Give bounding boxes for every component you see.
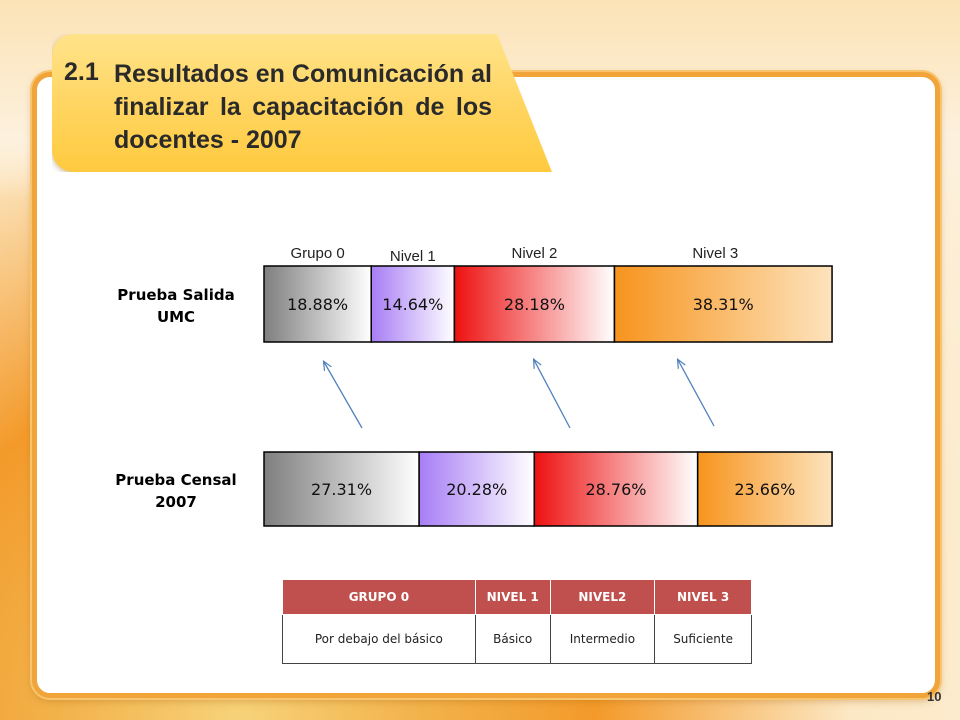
level-description-table: GRUPO 0 NIVEL 1 NIVEL2 NIVEL 3 Por debaj… xyxy=(282,579,752,664)
data-label: 18.88% xyxy=(287,295,348,314)
bar-segment xyxy=(263,451,420,527)
comparison-arrow xyxy=(324,362,363,429)
category-label: UMC xyxy=(157,308,195,326)
data-label: 14.64% xyxy=(382,295,443,314)
table-cell: Suficiente xyxy=(654,614,752,664)
data-label: 27.31% xyxy=(311,480,372,499)
bar-segment xyxy=(453,265,616,343)
bar-segment xyxy=(533,451,699,527)
data-label: 28.18% xyxy=(504,295,565,314)
title-number: 2.1 xyxy=(64,58,99,86)
bar-segment xyxy=(696,451,833,527)
table-cell: Intermedio xyxy=(549,614,656,664)
bar-segment xyxy=(613,265,833,343)
comparison-arrow xyxy=(678,360,715,427)
title-tab xyxy=(52,34,552,172)
legend-label: Nivel 2 xyxy=(511,245,557,262)
bar-segment xyxy=(418,451,536,527)
data-label: 38.31% xyxy=(693,295,754,314)
data-label: 23.66% xyxy=(734,480,795,499)
table-header-cell: NIVEL 3 xyxy=(654,579,752,615)
table-header-cell: NIVEL2 xyxy=(549,579,656,615)
data-label: 28.76% xyxy=(585,480,646,499)
page-number: 10 xyxy=(927,689,942,704)
table-header-cell: NIVEL 1 xyxy=(474,579,551,615)
legend-label: Grupo 0 xyxy=(291,245,345,262)
category-label: Prueba Salida xyxy=(117,286,234,304)
table-header-cell: GRUPO 0 xyxy=(282,579,476,615)
legend-label: Nivel 3 xyxy=(692,245,738,262)
bar-segment xyxy=(370,265,456,343)
category-label: Prueba Censal xyxy=(115,471,236,489)
legend-label: Nivel 1 xyxy=(390,248,436,265)
category-label: 2007 xyxy=(155,493,197,511)
table-cell: Por debajo del básico xyxy=(282,614,476,664)
comparison-arrow xyxy=(534,360,571,429)
table-cell: Básico xyxy=(474,614,551,664)
slide-title: Resultados en Comunicación al finalizar … xyxy=(114,60,492,154)
data-label: 20.28% xyxy=(446,480,507,499)
table-row: Por debajo del básico Básico Intermedio … xyxy=(282,614,752,664)
